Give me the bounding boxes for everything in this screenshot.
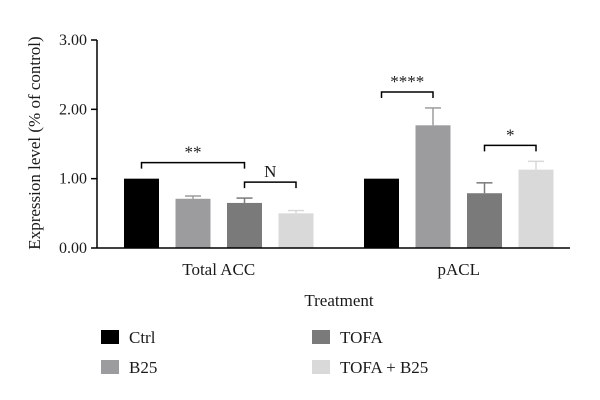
y-tick-label: 3.00 [59, 32, 87, 49]
category-label: Total ACC [182, 260, 255, 279]
x-axis: Total ACC pACL [97, 247, 570, 279]
x-axis-title: Treatment [304, 291, 374, 310]
bar [124, 178, 159, 248]
significance-label: N [264, 162, 276, 181]
bar [175, 198, 211, 248]
legend-swatch [101, 360, 119, 374]
category-label: pACL [438, 260, 481, 279]
legend-label: TOFA [340, 328, 384, 347]
significance-bracket [483, 144, 537, 152]
legend-label: TOFA + B25 [340, 358, 428, 377]
bar [467, 193, 502, 248]
y-tick-label: 1.00 [59, 171, 87, 188]
significance-bracket [140, 161, 246, 169]
legend-label: B25 [129, 358, 157, 377]
legend-swatch [101, 330, 119, 344]
bar [415, 125, 451, 248]
significance-label: **** [390, 72, 424, 91]
y-tick-label: 0.00 [59, 240, 87, 257]
y-axis-title: Expression level (% of control) [25, 36, 44, 249]
significance-label: ** [185, 143, 202, 162]
significance-label: * [506, 125, 515, 144]
y-axis: 0.00 1.00 2.00 3.00 [59, 32, 98, 257]
bar [518, 169, 554, 248]
legend-swatch [312, 330, 330, 344]
bar [364, 178, 399, 248]
legend: Ctrl B25 TOFA TOFA + B25 [101, 328, 428, 377]
significance-bracket [243, 181, 297, 189]
legend-label: Ctrl [129, 328, 156, 347]
bar [227, 202, 262, 248]
plot-area: **N***** [124, 72, 554, 248]
legend-swatch [312, 360, 330, 374]
bar [278, 213, 314, 248]
y-tick-label: 2.00 [59, 101, 87, 118]
significance-bracket [380, 91, 434, 98]
